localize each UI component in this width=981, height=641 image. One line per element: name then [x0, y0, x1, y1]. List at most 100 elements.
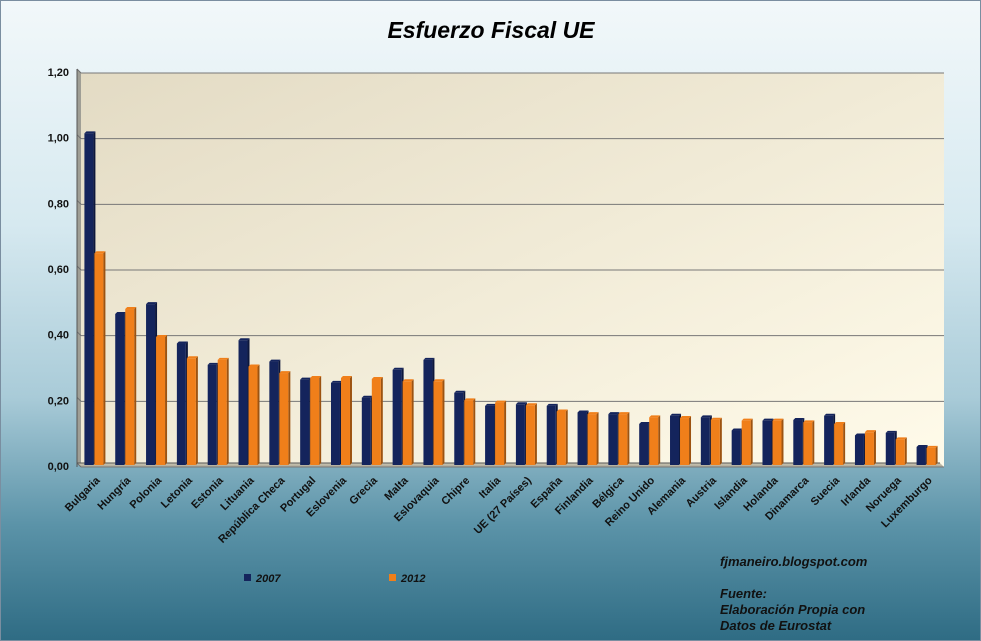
plot-floor — [77, 463, 944, 467]
y-tick-label: 0,60 — [48, 264, 69, 276]
bar-top-2012 — [834, 421, 846, 424]
bar-side-2012 — [349, 375, 352, 465]
bar-top-2012 — [618, 412, 630, 415]
x-tick-label: Malta — [382, 474, 411, 503]
bar-top-2012 — [587, 412, 599, 415]
bar-2007 — [423, 359, 433, 465]
bar-side-2012 — [812, 420, 815, 465]
bar-top-2007 — [454, 390, 466, 393]
bar-2012 — [340, 377, 350, 465]
bar-2012 — [618, 414, 628, 465]
bar-2007 — [577, 412, 587, 465]
bar-top-2012 — [772, 418, 784, 421]
y-tick-label: 1,00 — [48, 133, 69, 145]
bar-2012 — [248, 366, 258, 465]
bar-2012 — [186, 358, 196, 465]
legend-label-2007: 2007 — [255, 573, 281, 585]
bar-2012 — [495, 402, 505, 465]
bar-top-2012 — [310, 375, 322, 378]
bar-side-2012 — [534, 403, 537, 465]
bar-2012 — [433, 381, 443, 465]
bar-top-2007 — [269, 359, 281, 362]
bar-top-2012 — [895, 437, 907, 440]
bar-top-2012 — [371, 376, 383, 379]
x-tick-label: UE (27 Países) — [472, 474, 534, 536]
bar-top-2012 — [217, 357, 229, 360]
bar-top-2007 — [238, 338, 250, 341]
bar-2007 — [207, 364, 217, 465]
bar-top-2007 — [330, 380, 342, 383]
chart-title: Esfuerzo Fiscal UE — [387, 17, 595, 43]
bar-2007 — [916, 446, 926, 465]
x-tick-label: Chipre — [439, 475, 472, 508]
bar-2012 — [402, 381, 412, 465]
bar-2007 — [454, 392, 464, 465]
bar-top-2012 — [680, 416, 692, 419]
y-tick-label: 1,20 — [48, 67, 69, 79]
bar-top-2007 — [392, 367, 404, 370]
bar-side-2012 — [165, 334, 168, 465]
bar-top-2007 — [854, 433, 866, 436]
bar-side-2012 — [288, 371, 291, 465]
bar-side-2012 — [226, 357, 229, 465]
bar-top-2012 — [864, 430, 876, 433]
bar-side-2012 — [904, 437, 907, 465]
bar-top-2012 — [741, 418, 753, 421]
y-tick-label: 0,80 — [48, 198, 69, 210]
source-annotation-line: Datos de Eurostat — [720, 618, 832, 633]
bar-side-2012 — [411, 379, 414, 465]
source-annotation-line: Fuente: — [720, 586, 767, 601]
bar-2007 — [793, 420, 803, 465]
bar-2012 — [834, 423, 844, 465]
legend-label-2012: 2012 — [400, 573, 425, 585]
x-tick-label: Italia — [477, 474, 504, 501]
bar-top-2007 — [916, 444, 928, 447]
bar-2007 — [330, 382, 340, 465]
x-tick-label: Suecia — [809, 474, 843, 508]
bar-side-2012 — [750, 418, 753, 465]
bar-2007 — [238, 340, 248, 465]
source-annotation-line: Elaboración Propia con — [720, 602, 865, 617]
gridline-diag — [76, 199, 82, 205]
legend-swatch-2012 — [389, 574, 396, 581]
bar-2007 — [546, 405, 556, 465]
bar-2007 — [84, 133, 94, 465]
gridline-diag — [76, 462, 82, 468]
bar-2012 — [772, 420, 782, 465]
bar-top-2007 — [485, 403, 497, 406]
bar-top-2012 — [926, 445, 938, 448]
bar-side-2012 — [689, 416, 692, 465]
gridline-diag — [76, 265, 82, 271]
bar-top-2012 — [649, 415, 661, 418]
bar-2007 — [269, 361, 279, 465]
bar-2012 — [803, 422, 813, 465]
bar-2007 — [361, 397, 371, 465]
bar-side-2012 — [565, 409, 568, 465]
bar-top-2007 — [176, 341, 188, 344]
bar-2012 — [895, 439, 905, 465]
bar-side-2012 — [103, 251, 106, 465]
x-tick-label: Grecia — [347, 474, 380, 507]
bar-top-2012 — [525, 403, 537, 406]
bar-top-2007 — [300, 377, 312, 380]
bar-top-2012 — [340, 375, 352, 378]
bar-2012 — [864, 432, 874, 465]
bar-side-2012 — [195, 356, 198, 465]
bar-2012 — [464, 400, 474, 465]
blog-annotation: fjmaneiro.blogspot.com — [720, 554, 868, 569]
gridline-diag — [76, 331, 82, 337]
bar-top-2012 — [556, 409, 568, 412]
gridline-diag — [76, 68, 82, 74]
bar-2007 — [146, 304, 156, 465]
bar-2007 — [824, 415, 834, 465]
bar-side-2012 — [843, 421, 846, 465]
bar-side-2012 — [442, 379, 445, 465]
bar-side-2012 — [319, 375, 322, 465]
x-tick-label: Hungría — [95, 474, 133, 512]
bar-top-2012 — [186, 356, 198, 359]
bar-2012 — [710, 419, 720, 465]
x-tick-label: Polonia — [128, 474, 165, 511]
bar-top-2012 — [248, 364, 260, 367]
